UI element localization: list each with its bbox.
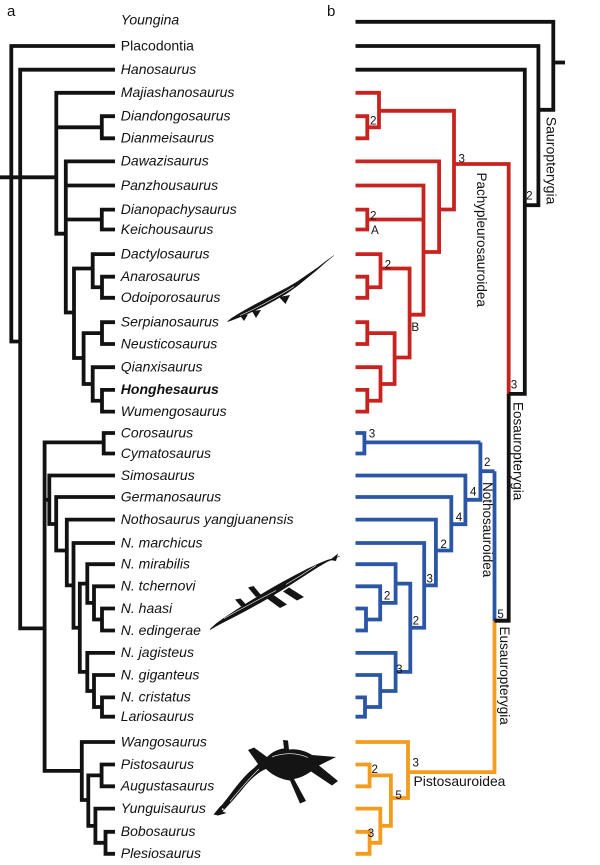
svg-text:4: 4	[470, 486, 477, 499]
svg-text:Augustasaurus: Augustasaurus	[120, 778, 214, 794]
svg-text:Germanosaurus: Germanosaurus	[121, 488, 221, 504]
svg-text:Bobosaurus: Bobosaurus	[121, 823, 196, 839]
svg-text:2: 2	[440, 538, 446, 551]
svg-text:Yunguisaurus: Yunguisaurus	[121, 800, 206, 816]
svg-text:Wangosaurus: Wangosaurus	[121, 733, 207, 749]
svg-text:Lariosaurus: Lariosaurus	[121, 708, 194, 724]
svg-text:2: 2	[413, 615, 419, 628]
svg-text:Neusticosaurus: Neusticosaurus	[121, 335, 218, 351]
svg-text:Pistosaurus: Pistosaurus	[121, 756, 194, 772]
svg-text:Simosaurus: Simosaurus	[121, 467, 195, 483]
svg-text:Serpianosaurus: Serpianosaurus	[121, 314, 219, 330]
svg-text:N. marchicus: N. marchicus	[121, 534, 203, 550]
svg-text:5: 5	[497, 608, 503, 621]
svg-text:Eusauropterygia: Eusauropterygia	[497, 627, 512, 726]
svg-text:3: 3	[413, 757, 419, 770]
svg-text:2: 2	[370, 209, 376, 222]
svg-text:Honghesaurus: Honghesaurus	[121, 381, 219, 397]
svg-text:3: 3	[427, 572, 433, 585]
svg-text:Hanosaurus: Hanosaurus	[121, 61, 197, 77]
svg-text:a: a	[7, 3, 16, 20]
svg-text:b: b	[327, 3, 335, 20]
svg-text:2: 2	[385, 259, 391, 272]
svg-text:Panzhousaurus: Panzhousaurus	[121, 177, 218, 193]
svg-text:Nothosauroidea: Nothosauroidea	[480, 482, 495, 578]
svg-text:2: 2	[484, 456, 490, 469]
svg-text:Sauropterygia: Sauropterygia	[543, 117, 559, 205]
svg-text:Keichousaurus: Keichousaurus	[121, 221, 214, 237]
svg-text:3: 3	[511, 379, 517, 392]
svg-text:4: 4	[456, 511, 463, 524]
svg-text:Cymatosaurus: Cymatosaurus	[121, 445, 211, 461]
svg-text:2: 2	[370, 115, 376, 128]
svg-text:Dactylosaurus: Dactylosaurus	[121, 245, 210, 261]
svg-text:Odoiporosaurus: Odoiporosaurus	[121, 289, 221, 305]
svg-text:Nothosaurus yangjuanensis: Nothosaurus yangjuanensis	[121, 511, 294, 527]
svg-text:N. jagisteus: N. jagisteus	[121, 644, 194, 660]
svg-text:2: 2	[526, 189, 532, 202]
svg-text:Dawazisaurus: Dawazisaurus	[121, 153, 209, 169]
svg-text:5: 5	[395, 789, 401, 802]
svg-text:Corosaurus: Corosaurus	[121, 424, 193, 440]
svg-text:B: B	[411, 321, 419, 334]
svg-text:N. edingerae: N. edingerae	[121, 622, 201, 638]
svg-text:Dianmeisaurus: Dianmeisaurus	[121, 130, 214, 146]
svg-text:A: A	[371, 224, 379, 237]
svg-text:Plesiosaurus: Plesiosaurus	[121, 845, 201, 861]
svg-text:Placodontia: Placodontia	[121, 37, 194, 53]
svg-text:2: 2	[372, 763, 378, 776]
svg-text:Pistosauroidea: Pistosauroidea	[414, 773, 506, 789]
svg-text:2: 2	[384, 590, 390, 603]
svg-text:N. haasi: N. haasi	[121, 600, 173, 616]
svg-text:3: 3	[368, 827, 374, 840]
svg-text:3: 3	[459, 152, 465, 165]
svg-text:Dianopachysaurus: Dianopachysaurus	[121, 201, 237, 217]
svg-text:Wumengosaurus: Wumengosaurus	[121, 403, 227, 419]
svg-text:Eosauropterygia: Eosauropterygia	[511, 402, 526, 501]
svg-text:N. cristatus: N. cristatus	[121, 689, 191, 705]
svg-text:Anarosaurus: Anarosaurus	[120, 268, 200, 284]
svg-text:Diandongosaurus: Diandongosaurus	[121, 108, 231, 124]
svg-text:N. mirabilis: N. mirabilis	[121, 556, 190, 572]
svg-text:Qianxisaurus: Qianxisaurus	[121, 359, 203, 375]
svg-text:Majiashanosaurus: Majiashanosaurus	[121, 84, 235, 100]
svg-text:Youngina: Youngina	[121, 12, 180, 28]
svg-text:N. tchernovi: N. tchernovi	[121, 578, 197, 594]
svg-text:Pachypleurosauroidea: Pachypleurosauroidea	[474, 173, 489, 308]
svg-text:N. giganteus: N. giganteus	[121, 666, 200, 682]
svg-text:3: 3	[369, 427, 375, 440]
svg-text:3: 3	[396, 663, 402, 676]
